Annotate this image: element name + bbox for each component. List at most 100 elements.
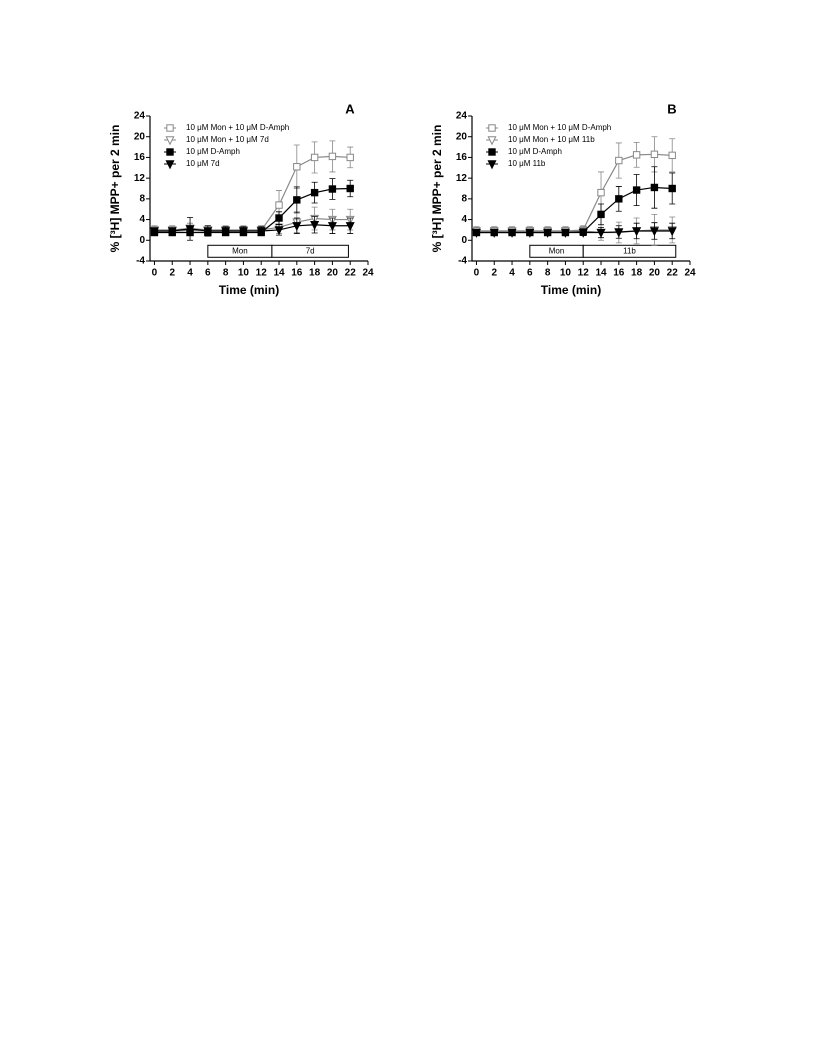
data-point — [507, 228, 517, 238]
legend-marker — [488, 148, 496, 156]
data-point — [310, 153, 319, 162]
data-point — [668, 151, 676, 160]
data-point — [578, 228, 588, 238]
series-line — [476, 186, 673, 234]
data-point — [615, 195, 623, 203]
y-tick-label: 24 — [456, 111, 468, 122]
y-tick-label: 20 — [456, 131, 468, 142]
data-point — [543, 228, 553, 238]
x-tick-label: 16 — [291, 268, 303, 279]
data-point — [668, 184, 676, 193]
treatment-label: Mon — [232, 246, 248, 255]
x-tick-label: 6 — [527, 268, 533, 279]
x-tick-label: 24 — [362, 268, 374, 279]
series-line — [154, 224, 351, 232]
x-tick-label: 18 — [631, 268, 643, 279]
data-point — [346, 153, 354, 162]
x-tick-label: 16 — [613, 268, 625, 279]
data-point — [185, 225, 195, 235]
data-point — [632, 227, 642, 237]
x-tick-label: 14 — [273, 268, 285, 279]
data-point — [596, 228, 606, 238]
data-point — [346, 184, 354, 193]
y-tick-label: 4 — [461, 214, 467, 225]
y-tick-label: 0 — [461, 235, 467, 246]
legend-label: 10 μM Mon + 10 μM 11b — [508, 135, 595, 144]
data-point — [275, 214, 283, 222]
legend-marker — [165, 136, 175, 146]
y-tick-label: 24 — [134, 111, 146, 122]
legend-marker — [487, 136, 497, 146]
data-point — [149, 227, 159, 237]
y-tick-label: -4 — [458, 256, 467, 267]
x-tick-label: 12 — [578, 268, 590, 279]
y-tick-label: -4 — [136, 256, 145, 267]
data-point — [238, 227, 248, 237]
x-tick-label: 4 — [187, 268, 193, 279]
data-point — [167, 227, 177, 237]
legend-marker — [166, 148, 174, 156]
legend-marker — [165, 160, 175, 170]
data-point — [489, 228, 499, 238]
y-tick-label: 4 — [139, 214, 145, 225]
y-axis-title: % [³H] MPP+ per 2 min — [430, 125, 444, 253]
data-point — [560, 228, 570, 238]
data-point — [221, 227, 231, 237]
data-point — [632, 151, 641, 159]
legend-label: 10 μM Mon + 10 μM D-Amph — [508, 123, 611, 132]
data-point — [597, 188, 605, 197]
y-tick-label: 12 — [456, 173, 468, 184]
treatment-bar — [271, 244, 349, 258]
data-point — [203, 227, 213, 237]
panel-label: B — [667, 101, 676, 116]
treatment-label: 7d — [306, 246, 315, 255]
data-point — [256, 227, 266, 237]
x-tick-label: 18 — [309, 268, 321, 279]
legend-label: 10 μM Mon + 10 μM 7d — [186, 135, 269, 144]
legend-label: 10 μM D-Amph — [186, 147, 240, 156]
data-point — [274, 226, 284, 236]
data-point — [310, 188, 319, 197]
data-point — [345, 222, 355, 232]
x-tick-label: 14 — [595, 268, 607, 279]
legend-marker — [166, 124, 174, 132]
x-tick-label: 20 — [649, 268, 661, 279]
series-line — [154, 187, 351, 234]
data-point — [632, 186, 641, 194]
data-point — [293, 163, 301, 171]
x-tick-label: 2 — [491, 268, 497, 279]
data-point — [650, 183, 659, 192]
data-point — [667, 227, 677, 237]
x-tick-label: 22 — [667, 268, 679, 279]
data-point — [597, 210, 605, 219]
data-point — [328, 152, 337, 161]
treatment-bar — [582, 244, 677, 258]
x-axis-title: Time (min) — [541, 283, 601, 297]
legend-label: 10 μM 11b — [508, 159, 546, 168]
y-tick-label: 0 — [139, 235, 145, 246]
data-point — [615, 156, 623, 165]
data-point — [614, 228, 624, 238]
data-point — [292, 222, 302, 232]
series-line — [476, 230, 673, 234]
legend-label: 10 μM Mon + 10 μM D-Amph — [186, 123, 289, 132]
x-tick-label: 22 — [345, 268, 357, 279]
x-tick-label: 6 — [205, 268, 211, 279]
data-point — [650, 150, 659, 159]
x-tick-label: 10 — [560, 268, 572, 279]
series-line — [154, 155, 351, 232]
x-tick-label: 0 — [474, 268, 480, 279]
x-tick-label: 20 — [327, 268, 339, 279]
treatment-label: 11b — [623, 246, 636, 255]
x-tick-label: 10 — [238, 268, 250, 279]
data-point — [328, 185, 337, 193]
data-point — [310, 221, 320, 231]
panel-label: A — [345, 101, 355, 116]
x-tick-label: 0 — [152, 268, 158, 279]
data-point — [471, 228, 481, 238]
series-line — [476, 153, 673, 232]
data-point — [327, 222, 337, 232]
x-tick-label: 8 — [223, 268, 229, 279]
x-tick-label: 12 — [256, 268, 268, 279]
